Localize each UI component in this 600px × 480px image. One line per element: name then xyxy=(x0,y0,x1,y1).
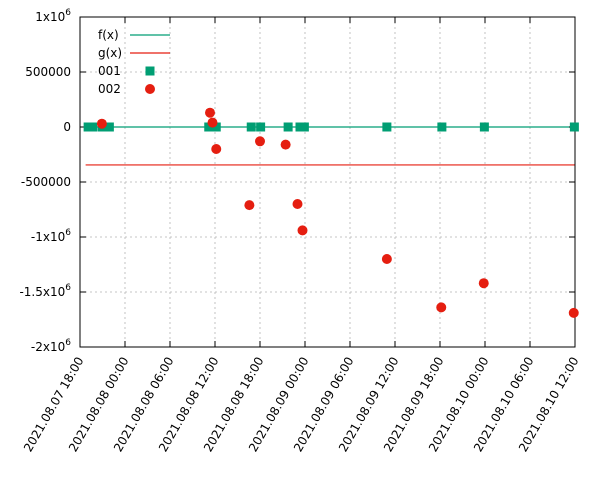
legend-swatch-circle xyxy=(145,84,155,94)
y-tick-exponent: 6 xyxy=(65,228,71,238)
series-points xyxy=(83,107,579,318)
data-point-circle xyxy=(381,254,392,264)
data-point-circle xyxy=(255,136,265,147)
data-point-circle xyxy=(205,107,215,118)
y-tick-label: 1x106 xyxy=(35,8,71,24)
y-tick-exponent: 6 xyxy=(65,8,71,18)
data-point-square xyxy=(437,122,447,132)
data-point-square xyxy=(256,122,266,132)
y-tick-mantissa: -2x10 xyxy=(31,340,65,354)
y-tick-mantissa: 0 xyxy=(63,120,71,134)
legend: f(x) g(x) 001 002 xyxy=(98,28,170,96)
y-tick-mantissa: 500000 xyxy=(25,65,71,79)
data-point-circle xyxy=(280,139,291,150)
grid-lines xyxy=(80,17,575,347)
data-point-circle xyxy=(568,307,579,318)
data-point-circle xyxy=(244,200,255,211)
y-tick-mantissa: 1x10 xyxy=(35,10,65,24)
axis-ticks xyxy=(79,16,576,348)
data-point-circle xyxy=(207,117,218,128)
legend-label: 001 xyxy=(98,64,121,78)
y-tick-label: -500000 xyxy=(21,175,71,189)
y-tick-mantissa: -500000 xyxy=(21,175,71,189)
series-lines xyxy=(85,126,575,166)
legend-label: g(x) xyxy=(98,46,122,60)
legend-label: 002 xyxy=(98,82,121,96)
data-point-square xyxy=(246,122,256,132)
y-tick-exponent: 6 xyxy=(65,338,71,348)
data-point-square xyxy=(382,122,392,132)
data-point-circle xyxy=(292,199,303,209)
data-point-square xyxy=(569,122,579,132)
data-point-square xyxy=(211,122,221,132)
data-point-square xyxy=(299,122,309,132)
y-tick-exponent: 6 xyxy=(65,283,71,293)
data-point-circle xyxy=(211,144,222,154)
data-point-circle xyxy=(96,118,107,129)
legend-label: f(x) xyxy=(98,28,119,42)
y-tick-mantissa: -1.5x10 xyxy=(19,285,65,299)
data-point-circle xyxy=(478,278,489,289)
y-tick-label: 0 xyxy=(63,120,71,134)
legend-swatch-square xyxy=(145,66,155,76)
data-point-circle xyxy=(436,302,447,313)
y-tick-label: -1.5x106 xyxy=(19,283,71,299)
y-tick-label: -1x106 xyxy=(31,228,71,244)
y-tick-label: -2x106 xyxy=(31,338,71,354)
data-point-square xyxy=(479,122,489,132)
y-tick-label: 500000 xyxy=(25,65,71,79)
data-point-square xyxy=(104,122,114,132)
data-point-circle xyxy=(297,225,308,236)
y-tick-mantissa: -1x10 xyxy=(31,230,65,244)
data-point-square xyxy=(88,122,97,132)
data-point-square xyxy=(283,122,293,132)
